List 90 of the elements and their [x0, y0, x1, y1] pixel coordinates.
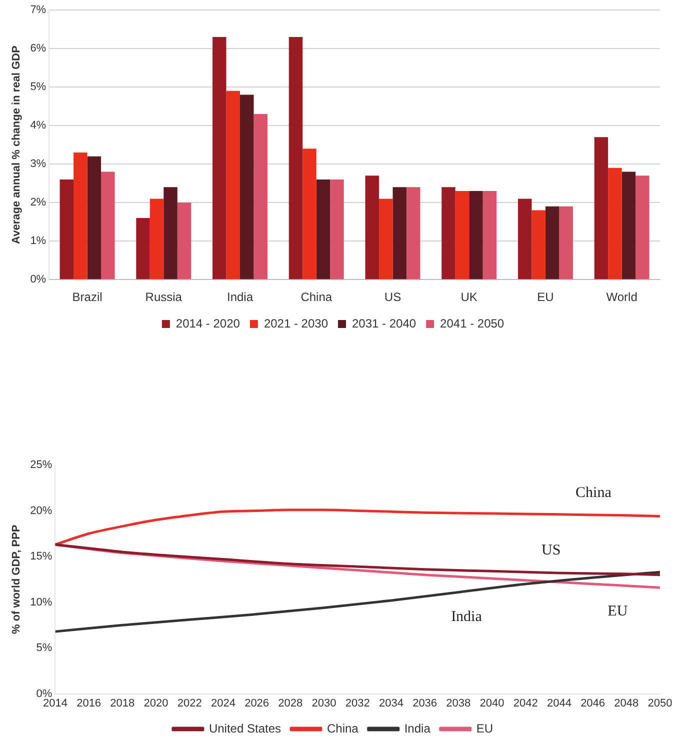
- x-tick-label: China: [300, 290, 332, 304]
- x-tick-label: 2028: [278, 697, 303, 710]
- x-tick-label: UK: [460, 290, 478, 304]
- bar: [469, 191, 483, 280]
- bar: [87, 156, 102, 280]
- x-tick-label: 2050: [648, 697, 672, 710]
- bar: [60, 179, 74, 280]
- x-tick-label: 2042: [513, 697, 538, 710]
- y-tick-label: 0%: [30, 274, 46, 286]
- annotation: China: [576, 484, 612, 501]
- bar: [518, 198, 532, 280]
- bar: [594, 137, 608, 280]
- x-tick-label: EU: [537, 290, 554, 304]
- bar: [136, 218, 150, 280]
- bar: [482, 191, 497, 280]
- y-tick-label: 5%: [36, 642, 52, 654]
- legend-label: India: [404, 721, 431, 736]
- y-tick-label: 10%: [30, 596, 52, 608]
- x-tick-label: US: [384, 290, 402, 304]
- x-tick-label: 2016: [76, 697, 102, 710]
- bar: [622, 172, 636, 280]
- legend-label: 2014 - 2020: [176, 316, 240, 330]
- legend-label: 2021 - 2030: [264, 316, 328, 330]
- bar: [636, 176, 650, 280]
- annotation: US: [542, 542, 561, 559]
- y-tick-label: 15%: [30, 550, 52, 563]
- x-tick-label: India: [226, 290, 254, 304]
- bar: [365, 176, 379, 280]
- x-tick-label: World: [606, 290, 638, 304]
- bar: [150, 198, 164, 280]
- bar: [392, 187, 406, 280]
- y-tick-label: 4%: [30, 120, 46, 132]
- y-tick-label: 3%: [30, 158, 46, 170]
- x-tick-label: 2034: [378, 697, 404, 710]
- bar: [288, 36, 303, 280]
- legend-label: 2041 - 2050: [440, 316, 504, 330]
- x-tick-label: 2032: [345, 697, 370, 710]
- y-tick-label: 25%: [30, 459, 52, 472]
- legend-label: United States: [208, 721, 282, 736]
- y-tick-label: 0%: [36, 688, 52, 700]
- x-tick-label: 2046: [580, 697, 606, 710]
- bar: [442, 187, 456, 280]
- x-tick-label: Brazil: [72, 290, 102, 304]
- x-tick-label: 2030: [312, 697, 336, 710]
- y-tick-label: 20%: [30, 504, 52, 517]
- bar: [532, 210, 546, 280]
- bar: [226, 90, 240, 280]
- x-tick-label: 2026: [244, 697, 270, 710]
- bar: [302, 148, 316, 280]
- y-tick-label: 6%: [30, 42, 46, 55]
- y-axis-title: Average annual % change in real GDP: [10, 46, 23, 244]
- legend-label: 2031 - 2040: [352, 316, 416, 330]
- x-tick-label: 2040: [480, 697, 504, 710]
- x-tick-label: 2044: [546, 697, 572, 710]
- bar: [164, 187, 178, 280]
- annotation: EU: [608, 603, 628, 620]
- line-series: [55, 508, 660, 546]
- x-tick-label: 2018: [110, 697, 135, 710]
- line-series: [55, 570, 660, 633]
- bar: [559, 206, 573, 280]
- bar: [212, 36, 226, 280]
- y-axis-title: % of world GDP, PPP: [10, 524, 23, 634]
- bar: [101, 172, 115, 280]
- bar: [177, 202, 192, 280]
- x-tick-label: 2024: [210, 697, 236, 710]
- y-tick-label: 7%: [30, 4, 46, 16]
- line-series: [55, 543, 660, 576]
- x-tick-label: 2036: [412, 697, 438, 710]
- bar: [74, 152, 88, 280]
- bar: [455, 191, 470, 280]
- x-tick-label: 2020: [144, 697, 168, 710]
- legend-label: EU: [476, 721, 494, 736]
- bar: [608, 168, 622, 280]
- y-tick-label: 1%: [30, 235, 46, 248]
- bar: [545, 206, 560, 280]
- bar: [378, 198, 393, 280]
- y-tick-label: 5%: [30, 81, 46, 94]
- bar: [240, 94, 254, 280]
- x-tick-label: Russia: [145, 290, 182, 304]
- bar: [330, 179, 344, 280]
- annotation: India: [451, 609, 482, 626]
- y-tick-label: 2%: [30, 196, 46, 209]
- x-tick-label: 2022: [177, 697, 202, 710]
- bar: [254, 114, 268, 280]
- bar: [316, 179, 330, 280]
- bar: [406, 187, 420, 280]
- x-tick-label: 2048: [614, 697, 639, 710]
- legend-label: China: [327, 721, 359, 736]
- x-tick-label: 2038: [446, 697, 471, 710]
- x-tick-label: 2014: [42, 697, 68, 710]
